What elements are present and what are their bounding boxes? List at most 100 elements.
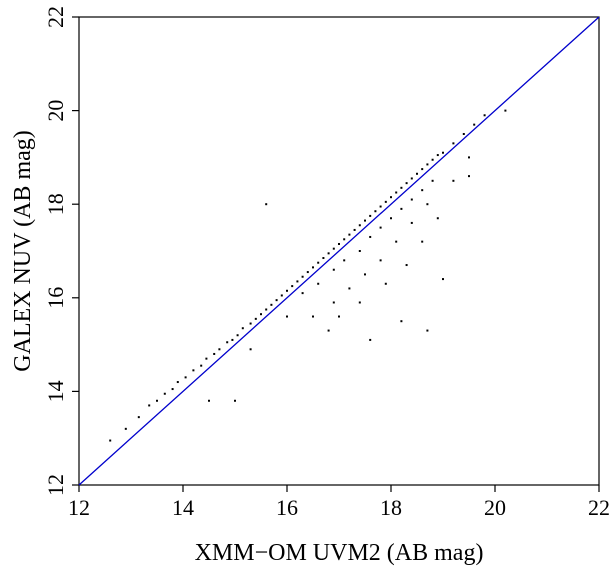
data-point bbox=[426, 163, 429, 166]
data-point bbox=[200, 364, 203, 367]
data-point bbox=[249, 348, 252, 351]
data-point bbox=[148, 404, 151, 407]
data-point bbox=[384, 200, 387, 203]
data-point bbox=[213, 352, 216, 355]
data-point bbox=[317, 282, 320, 285]
x-tick-label: 22 bbox=[588, 495, 610, 520]
data-point bbox=[369, 235, 372, 238]
data-point bbox=[171, 388, 174, 391]
data-point bbox=[426, 329, 429, 332]
data-point bbox=[327, 329, 330, 332]
x-axis-ticks: 12 14 16 18 20 22 bbox=[68, 485, 610, 520]
y-tick-label: 14 bbox=[43, 380, 68, 402]
data-point bbox=[109, 439, 112, 442]
data-point bbox=[410, 177, 413, 180]
data-point bbox=[301, 275, 304, 278]
data-point bbox=[395, 240, 398, 243]
y-axis-ticks: 12 14 16 18 20 22 bbox=[43, 6, 79, 496]
data-point bbox=[400, 207, 403, 210]
data-point bbox=[468, 156, 470, 159]
data-point bbox=[234, 399, 236, 402]
data-point bbox=[270, 303, 273, 306]
data-point bbox=[184, 376, 187, 379]
data-point bbox=[124, 427, 127, 430]
data-point bbox=[410, 198, 413, 201]
data-point bbox=[137, 416, 140, 419]
data-point bbox=[405, 182, 408, 185]
data-point bbox=[348, 233, 351, 236]
data-point bbox=[442, 151, 444, 154]
data-point bbox=[306, 271, 309, 274]
data-point bbox=[286, 289, 288, 292]
y-tick-label: 12 bbox=[43, 474, 68, 496]
data-point bbox=[421, 189, 424, 192]
data-point bbox=[236, 334, 239, 337]
data-point bbox=[384, 282, 387, 285]
one-to-one-reference-line bbox=[78, 16, 600, 486]
data-point bbox=[156, 399, 158, 402]
data-point bbox=[473, 123, 476, 126]
data-point bbox=[395, 191, 398, 194]
data-point bbox=[400, 186, 403, 189]
data-point bbox=[442, 278, 444, 281]
scatter-points bbox=[109, 109, 507, 442]
data-point bbox=[312, 315, 314, 318]
data-point bbox=[338, 242, 340, 245]
data-point bbox=[483, 114, 486, 117]
x-tick-label: 12 bbox=[68, 495, 90, 520]
data-point bbox=[291, 285, 294, 288]
data-point bbox=[416, 172, 418, 175]
data-point bbox=[241, 327, 244, 330]
data-point bbox=[369, 214, 372, 217]
y-tick-label: 16 bbox=[43, 287, 68, 309]
data-point bbox=[275, 299, 278, 302]
x-axis-label: XMM−OM UVM2 (AB mag) bbox=[195, 540, 484, 566]
data-point bbox=[358, 250, 361, 252]
x-tick-label: 18 bbox=[380, 495, 402, 520]
data-point bbox=[379, 226, 382, 229]
data-point bbox=[296, 280, 299, 283]
data-point bbox=[358, 224, 361, 227]
data-point bbox=[421, 240, 424, 243]
data-point bbox=[431, 179, 434, 182]
data-point bbox=[205, 357, 208, 360]
data-point bbox=[260, 313, 262, 316]
data-point bbox=[226, 341, 229, 344]
data-point bbox=[452, 142, 455, 145]
y-tick-label: 20 bbox=[43, 100, 68, 122]
data-point bbox=[343, 238, 346, 241]
data-point bbox=[301, 292, 304, 295]
data-point bbox=[231, 338, 234, 341]
data-point bbox=[374, 210, 377, 213]
data-point bbox=[353, 228, 356, 231]
data-point bbox=[312, 266, 314, 269]
data-point bbox=[410, 221, 413, 224]
data-point bbox=[462, 133, 465, 135]
data-point bbox=[379, 205, 382, 208]
data-point bbox=[176, 381, 179, 384]
data-point bbox=[405, 264, 408, 267]
data-point bbox=[332, 301, 335, 304]
data-point bbox=[364, 219, 366, 222]
data-point bbox=[192, 369, 195, 372]
data-point bbox=[390, 196, 392, 199]
data-point bbox=[322, 257, 325, 260]
data-point bbox=[265, 203, 268, 206]
plot-frame bbox=[78, 16, 600, 486]
y-axis-label: GALEX NUV (AB mag) bbox=[10, 130, 36, 372]
data-point bbox=[218, 348, 221, 351]
y-tick-label: 18 bbox=[43, 193, 68, 215]
data-point bbox=[317, 261, 320, 264]
data-point bbox=[452, 179, 455, 182]
data-point bbox=[254, 317, 257, 320]
data-point bbox=[436, 217, 439, 220]
data-point bbox=[338, 315, 340, 318]
x-tick-label: 16 bbox=[276, 495, 298, 520]
data-point bbox=[343, 259, 346, 262]
data-point bbox=[286, 315, 288, 318]
data-point bbox=[208, 399, 210, 402]
data-point bbox=[358, 301, 361, 304]
data-point bbox=[364, 273, 366, 276]
x-tick-label: 14 bbox=[172, 495, 194, 520]
